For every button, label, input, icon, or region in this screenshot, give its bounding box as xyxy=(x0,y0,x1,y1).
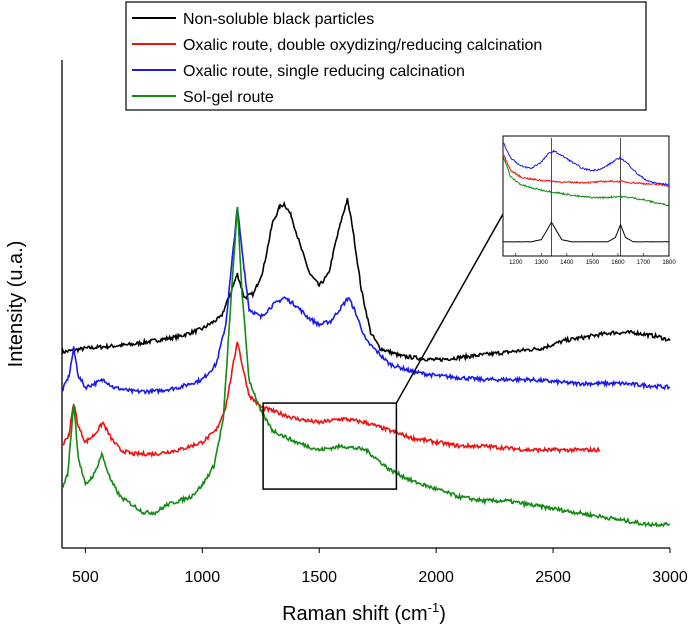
x-axis-label-sup: -1 xyxy=(428,600,440,615)
inset-tick-label: 1200 xyxy=(509,260,523,266)
legend-label: Oxalic route, double oxydizing/reducing … xyxy=(183,37,542,54)
x-tick-label: 500 xyxy=(72,569,99,586)
x-tick-label: 1000 xyxy=(185,569,221,586)
inset-tick-label: 1500 xyxy=(586,260,600,266)
zoom-box xyxy=(262,402,398,490)
y-axis-label: Intensity (u.a.) xyxy=(5,241,27,368)
inset-tick-label: 1300 xyxy=(535,260,549,266)
x-tick-label: 1500 xyxy=(301,569,337,586)
legend: Non-soluble black particles Oxalic route,… xyxy=(125,1,647,111)
inset-layer xyxy=(502,142,670,243)
inset-tick-label: 1800 xyxy=(662,260,676,266)
x-axis-label-close: ) xyxy=(439,603,446,625)
legend-label: Oxalic route, single reducing calcinatio… xyxy=(183,63,465,80)
legend-label: Sol-gel route xyxy=(183,89,274,106)
inset-tick-label: 1600 xyxy=(611,260,625,266)
inset-tick-label: 1400 xyxy=(560,260,574,266)
legend-label: Non-soluble black particles xyxy=(183,11,374,28)
inset-zoom: 1200 1300 1400 1500 1600 1700 1800 xyxy=(502,135,676,266)
inset-tick-label: 1700 xyxy=(637,260,651,266)
inset-series-line xyxy=(502,154,670,207)
legend-frame xyxy=(125,1,647,111)
series-layer xyxy=(61,198,671,528)
x-tick-label: 2500 xyxy=(535,569,571,586)
x-axis-label-main: Raman shift (cm xyxy=(282,603,428,625)
series-line xyxy=(61,206,671,396)
x-tick-label: 3000 xyxy=(652,569,688,586)
zoom-connector xyxy=(395,213,504,404)
inset-series-line xyxy=(502,142,670,186)
series-line xyxy=(61,207,671,528)
x-ticks: 500 1000 1500 2000 2500 3000 xyxy=(72,548,688,586)
x-tick-label: 2000 xyxy=(418,569,454,586)
series-line xyxy=(61,341,601,459)
x-axis-label: Raman shift (cm-1) xyxy=(282,600,446,625)
inset-series-line xyxy=(502,153,670,188)
series-line xyxy=(61,198,671,363)
inset-series-line xyxy=(502,221,669,243)
